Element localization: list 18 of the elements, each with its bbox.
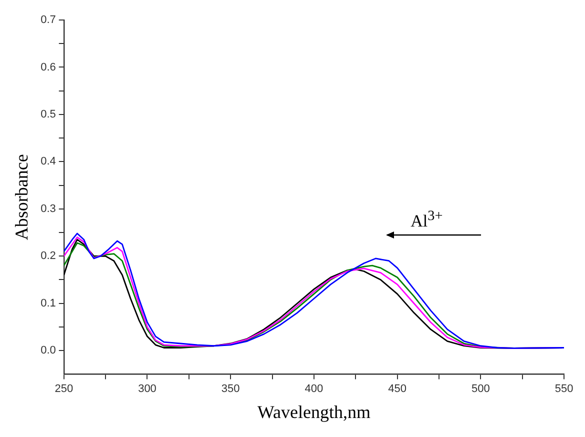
x-tick-label: 500 bbox=[471, 382, 490, 395]
y-tick-label: 0.4 bbox=[40, 156, 56, 168]
y-tick-label: 0.7 bbox=[40, 14, 56, 26]
y-axis-title: Absorbance bbox=[12, 154, 32, 240]
x-axis-title: Wavelength,nm bbox=[257, 402, 370, 422]
y-tick-label: 0.0 bbox=[40, 344, 56, 357]
x-tick-label: 300 bbox=[138, 382, 156, 395]
x-tick-label: 350 bbox=[221, 382, 240, 395]
y-tick-label: 0.6 bbox=[40, 61, 56, 74]
y-tick-label: 0.5 bbox=[40, 108, 56, 120]
y-tick-label: 0.1 bbox=[40, 297, 56, 310]
y-tick-label: 0.3 bbox=[40, 202, 56, 215]
y-tick-label: 0.2 bbox=[40, 250, 56, 262]
x-tick-label: 450 bbox=[388, 382, 406, 395]
x-tick-label: 550 bbox=[554, 382, 574, 395]
x-tick-label: 250 bbox=[54, 382, 74, 395]
x-tick-label: 400 bbox=[304, 382, 324, 395]
annotation: Al$^{3+}$ bbox=[410, 208, 443, 231]
